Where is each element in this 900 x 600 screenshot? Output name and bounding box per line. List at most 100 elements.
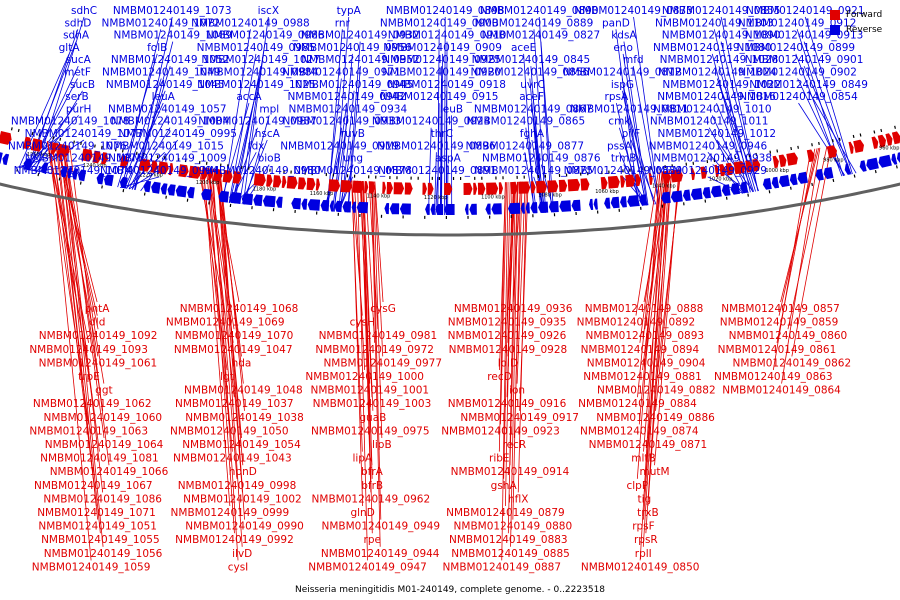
forward-gene-label: bfrB xyxy=(361,480,383,492)
reverse-gene-label: NMBM01240149_1027 xyxy=(201,54,320,66)
label-leader xyxy=(27,102,78,171)
label-leader xyxy=(711,115,749,193)
reverse-gene-label: NMBM01240149_0900 xyxy=(380,17,499,29)
label-leader xyxy=(374,181,384,303)
reverse-gene-label: NMBM01240149_1074 xyxy=(14,165,133,177)
reverse-gene-label: NMBM01240149_0933 xyxy=(282,116,401,128)
forward-gene-label: NMBM01240149_0882 xyxy=(597,385,716,397)
reverse-gene-label: NMBM01240149_0901 xyxy=(745,54,864,66)
reverse-gene-label: NMBM01240149_0971 xyxy=(282,67,401,79)
reverse-gene-label: NMBM01240149_0902 xyxy=(738,67,857,79)
reverse-gene-label: NMBM01240149_0856 xyxy=(471,67,590,79)
reverse-gene-label: NMBM01240149_0946 xyxy=(649,140,768,152)
ruler-tick xyxy=(873,130,876,134)
label-leader xyxy=(374,181,384,357)
forward-gene xyxy=(208,168,214,181)
reverse-gene xyxy=(187,186,195,199)
reverse-gene-label: NMBM01240149_0910 xyxy=(388,30,507,42)
reverse-gene xyxy=(334,200,342,212)
reverse-gene-label: NMBM01240149_1022 xyxy=(662,79,781,91)
reverse-gene xyxy=(104,174,114,187)
forward-gene-label: NMBM01240149_0879 xyxy=(446,507,565,519)
label-leader xyxy=(623,41,649,206)
forward-gene xyxy=(558,179,568,192)
label-leader xyxy=(207,167,235,330)
reverse-gene xyxy=(610,196,620,209)
ruler-tick xyxy=(811,182,813,186)
forward-gene xyxy=(352,180,364,193)
forward-gene-label: NMBM01240149_1060 xyxy=(43,412,162,424)
reverse-gene xyxy=(201,188,212,201)
ruler-tick xyxy=(52,136,55,140)
forward-gene-label: recR xyxy=(503,439,527,451)
label-leader xyxy=(498,182,506,452)
forward-gene-label: NMBM01240149_0864 xyxy=(722,385,841,397)
reverse-gene-label: typA xyxy=(337,5,362,17)
reverse-gene-label: NMBM01240149_0873 xyxy=(574,5,693,17)
label-leader xyxy=(216,169,243,547)
ruler-tick xyxy=(831,139,834,143)
reverse-gene xyxy=(508,202,521,215)
ruler-tick xyxy=(121,149,124,153)
forward-gene xyxy=(600,176,608,190)
ruler-tick xyxy=(10,127,13,131)
reverse-gene-label: NMBM01240149_0988 xyxy=(191,17,310,29)
forward-gene-label: NMBM01240149_1071 xyxy=(37,507,156,519)
reverse-gene-label: uvrC xyxy=(520,79,545,91)
forward-gene xyxy=(188,165,201,179)
label-leader xyxy=(326,127,343,212)
ruler-tick xyxy=(101,185,103,189)
forward-gene-label: NMBM01240149_1093 xyxy=(29,344,148,356)
label-leader xyxy=(49,141,92,561)
label-leader xyxy=(642,171,667,547)
label-leader xyxy=(804,16,853,175)
ruler-tick xyxy=(838,137,841,141)
forward-gene-label: NMBM01240149_1001 xyxy=(310,385,429,397)
reverse-gene-label: leuA xyxy=(152,91,176,103)
reverse-gene xyxy=(639,194,647,206)
forward-gene-label: NMBM01240149_0861 xyxy=(718,344,837,356)
reverse-gene-label: trmB xyxy=(611,153,637,165)
label-leader xyxy=(62,144,104,411)
label-leader xyxy=(630,139,657,205)
reverse-gene xyxy=(60,166,68,178)
forward-gene xyxy=(81,148,93,162)
reverse-gene xyxy=(823,167,834,180)
ruler-tick xyxy=(16,168,19,172)
forward-gene xyxy=(364,181,369,194)
forward-gene xyxy=(745,160,753,173)
label-leader xyxy=(803,41,852,175)
label-leader xyxy=(642,171,667,371)
forward-gene xyxy=(157,161,169,175)
label-leader xyxy=(208,168,235,534)
reverse-gene-label: cmk xyxy=(608,116,631,128)
reverse-gene xyxy=(789,173,798,186)
label-leader xyxy=(791,145,832,357)
forward-gene-label: lipA xyxy=(352,453,372,465)
reverse-gene-label: NMBM01240149_1015 xyxy=(105,140,224,152)
reverse-gene-label: kdsA xyxy=(611,30,637,42)
label-leader xyxy=(363,181,374,411)
forward-gene-label: NMBM01240149_0962 xyxy=(312,493,431,505)
label-leader xyxy=(333,115,349,212)
reverse-gene xyxy=(67,167,73,179)
forward-gene-label: recD xyxy=(487,371,511,383)
ruler-label: 1080 kbp xyxy=(538,192,562,198)
legend-item-forward: Forward xyxy=(830,7,892,22)
reverse-gene xyxy=(538,201,549,213)
reverse-gene-label: NMBM01240149_0915 xyxy=(380,91,499,103)
forward-gene-label: NMBM01240149_1051 xyxy=(38,521,157,533)
forward-gene-label: rpsR xyxy=(634,534,658,546)
label-leader xyxy=(504,182,513,507)
reverse-gene xyxy=(559,200,572,212)
reverse-gene xyxy=(469,203,477,215)
forward-gene xyxy=(427,182,434,195)
reverse-gene-label: NMBM01240149_1010 xyxy=(653,103,772,115)
forward-gene-label: rpe xyxy=(364,534,381,546)
reverse-gene-label: NMBM01240149_0986 xyxy=(206,30,325,42)
label-leader xyxy=(525,127,537,214)
label-leader xyxy=(645,170,670,534)
reverse-gene-label: NMBM01240149_0987 xyxy=(198,116,317,128)
label-leader xyxy=(721,90,759,192)
forward-gene xyxy=(620,175,625,188)
